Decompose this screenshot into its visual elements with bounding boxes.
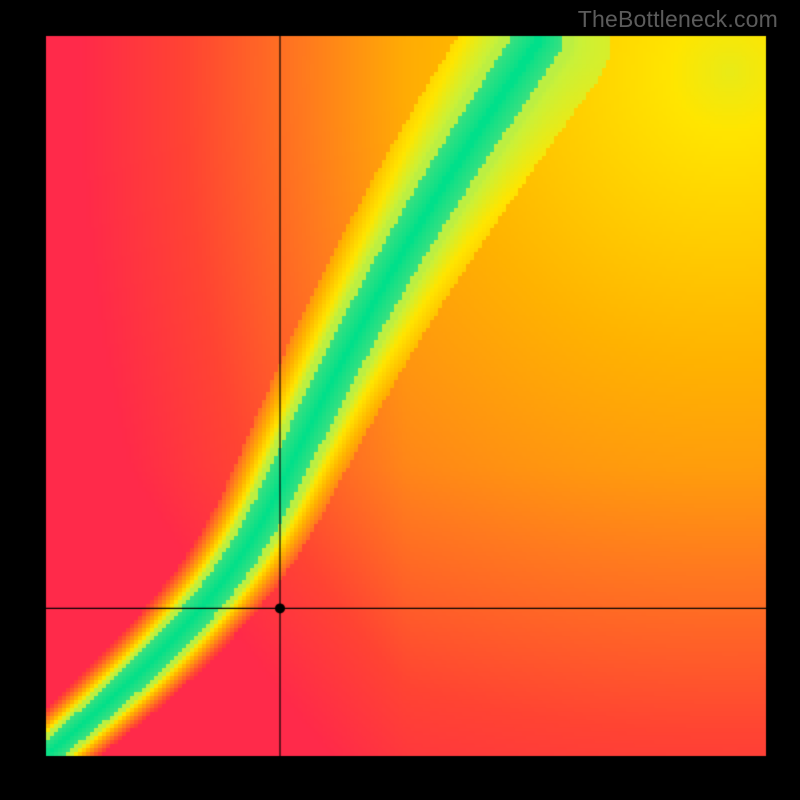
watermark-text: TheBottleneck.com xyxy=(578,6,778,33)
heatmap-canvas xyxy=(0,0,800,800)
chart-container: TheBottleneck.com xyxy=(0,0,800,800)
